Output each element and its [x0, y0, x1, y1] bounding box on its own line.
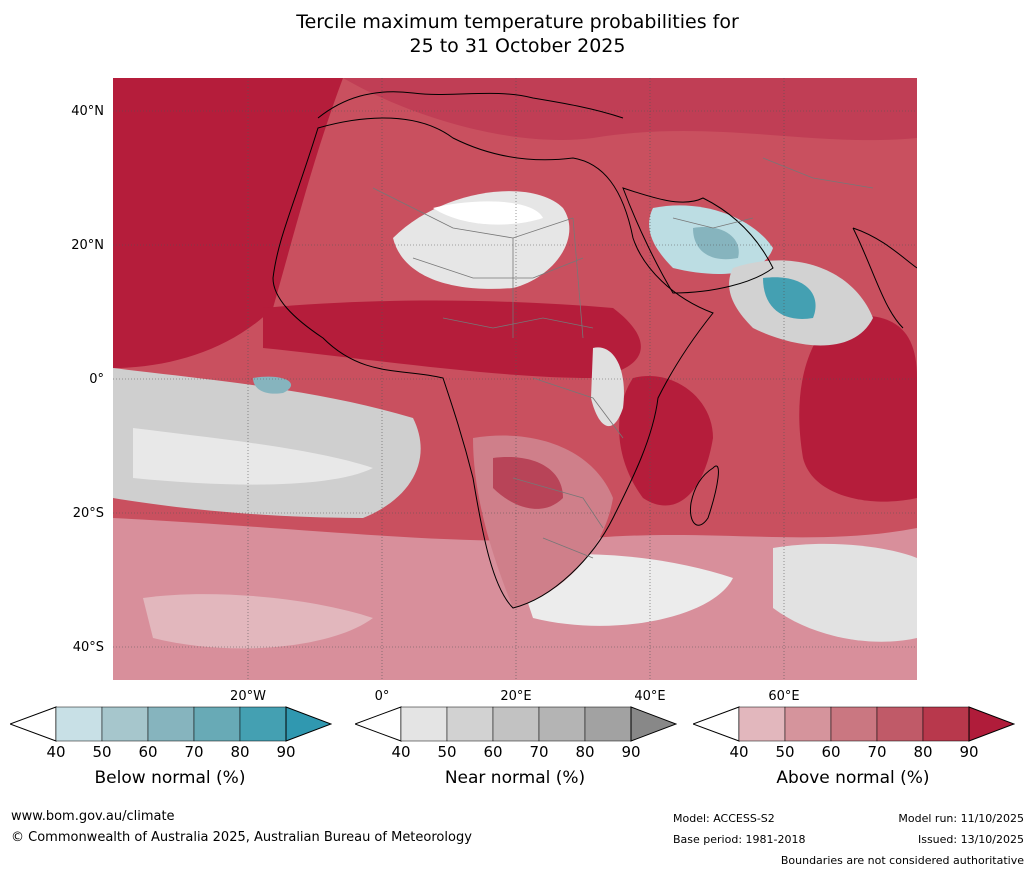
colorbar-segment-5 — [922, 706, 970, 742]
title-line-1: Tercile maximum temperature probabilitie… — [296, 11, 739, 33]
colorbar-label-below: Below normal (%) — [94, 768, 246, 788]
lat-label-40s: 40°S — [72, 640, 104, 655]
india-coastline — [852, 227, 917, 329]
colorbar-above-normal — [693, 706, 1015, 742]
colorbar-segment-3 — [492, 706, 540, 742]
colorbar-segment-1 — [400, 706, 448, 742]
country-borders — [372, 157, 874, 559]
colorbar-segment-5 — [584, 706, 632, 742]
colorbar-segment-3 — [147, 706, 195, 742]
colorbar-label-near: Near normal (%) — [444, 768, 586, 788]
footer-base-period: Base period: 1981-2018 — [673, 833, 806, 846]
colorbar-label-above: Above normal (%) — [776, 768, 930, 788]
footer-disclaimer: Boundaries are not considered authoritat… — [780, 854, 1024, 867]
colorbar-segment-2 — [784, 706, 832, 742]
colorbar-segment-4 — [538, 706, 586, 742]
colorbar-near-normal — [355, 706, 677, 742]
lat-label-40n: 40°N — [71, 104, 104, 119]
tick: 70 — [529, 743, 549, 761]
tick: 50 — [92, 743, 112, 761]
colorbar-segment-6 — [285, 706, 332, 742]
lon-label-20w: 20°W — [230, 689, 266, 704]
lon-label-60e: 60°E — [768, 689, 800, 704]
arabia-coastline — [622, 187, 774, 294]
tick: 50 — [437, 743, 457, 761]
tick: 70 — [184, 743, 204, 761]
lon-label-40e: 40°E — [634, 689, 666, 704]
colorbar-segment-0 — [693, 706, 740, 742]
colorbar-segment-4 — [876, 706, 924, 742]
colorbar-segment-0 — [10, 706, 57, 742]
colorbar-segment-1 — [738, 706, 786, 742]
above-normal-zone-north-atlantic — [113, 78, 343, 368]
tick: 90 — [621, 743, 641, 761]
tick: 40 — [391, 743, 411, 761]
madagascar-coastline — [689, 465, 719, 526]
tick: 60 — [138, 743, 158, 761]
footer-issued: Issued: 13/10/2025 — [917, 833, 1024, 846]
tick: 70 — [867, 743, 887, 761]
tick: 40 — [46, 743, 66, 761]
title-line-2: 25 to 31 October 2025 — [409, 35, 626, 57]
footer-copyright: © Commonwealth of Australia 2025, Austra… — [11, 830, 472, 845]
footer-model: Model: ACCESS-S2 — [673, 812, 775, 825]
europe-coastline — [317, 91, 624, 119]
lon-label-20e: 20°E — [500, 689, 532, 704]
colorbar-segment-6 — [630, 706, 677, 742]
tick: 50 — [775, 743, 795, 761]
lat-label-equator: 0° — [89, 372, 104, 387]
footer-model-run: Model run: 11/10/2025 — [898, 812, 1024, 825]
tick: 40 — [729, 743, 749, 761]
colorbar-segment-1 — [55, 706, 103, 742]
tick: 90 — [276, 743, 296, 761]
colorbar-segment-6 — [968, 706, 1015, 742]
graticule — [113, 78, 917, 680]
above-normal-zone-indian-ocean — [799, 315, 917, 502]
tick: 60 — [821, 743, 841, 761]
colorbar-segment-0 — [355, 706, 402, 742]
lat-label-20n: 20°N — [71, 238, 104, 253]
colorbar-segment-2 — [446, 706, 494, 742]
tick: 80 — [230, 743, 250, 761]
africa-coastline — [272, 117, 714, 609]
above-normal-zone-equatorial — [263, 300, 641, 378]
colorbar-below-normal — [10, 706, 332, 742]
colorbar-segment-5 — [239, 706, 287, 742]
lat-label-20s: 20°S — [72, 506, 104, 521]
lon-label-0: 0° — [374, 689, 390, 704]
tick: 80 — [575, 743, 595, 761]
colorbar-segment-3 — [830, 706, 878, 742]
probability-map — [113, 78, 917, 680]
colorbar-segment-4 — [193, 706, 241, 742]
tick: 60 — [483, 743, 503, 761]
tick: 80 — [913, 743, 933, 761]
tick: 90 — [959, 743, 979, 761]
colorbar-segment-2 — [101, 706, 149, 742]
footer-website[interactable]: www.bom.gov.au/climate — [11, 809, 175, 824]
above-normal-zone-east-africa — [619, 376, 713, 506]
map-title: Tercile maximum temperature probabilitie… — [0, 10, 1035, 58]
